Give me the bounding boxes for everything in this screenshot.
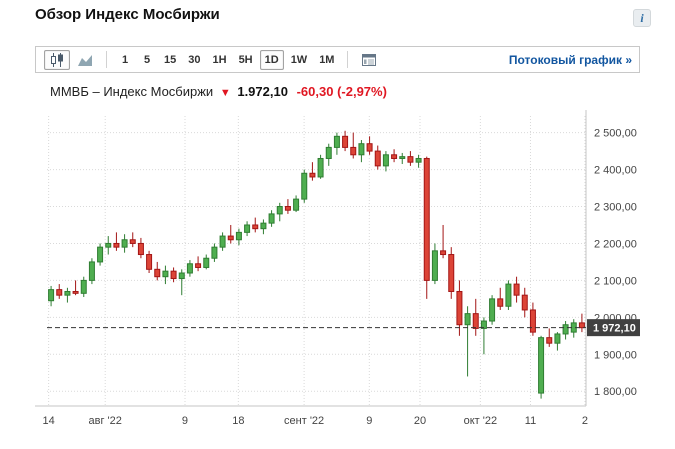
svg-text:20: 20: [414, 415, 426, 427]
price-change: -60,30 (-2,97%): [297, 84, 387, 99]
timeframe-15-button[interactable]: 15: [159, 50, 181, 70]
toolbar-divider: [347, 51, 349, 68]
svg-text:2 000,00: 2 000,00: [594, 312, 637, 324]
svg-text:авг '22: авг '22: [89, 415, 122, 427]
last-price-value: 1.972,10: [237, 84, 288, 99]
chart-toolbar: 1 5 15 30 1H 5H 1D 1W 1M Потоковый график »: [35, 46, 640, 73]
svg-text:1 972,10: 1 972,10: [593, 323, 636, 335]
axis-labels-layer: 2 500,00 2 400,00 2 300,00 2 200,00 2 100,00…: [42, 128, 636, 427]
svg-text:1 800,00: 1 800,00: [594, 386, 637, 398]
toolbar-divider: [106, 51, 107, 68]
svg-text:9: 9: [182, 415, 188, 427]
svg-text:18: 18: [232, 415, 244, 427]
svg-text:1 900,00: 1 900,00: [594, 349, 637, 361]
svg-text:2 400,00: 2 400,00: [594, 165, 637, 177]
price-chart[interactable]: 1 972,10 2 500,00 2 400,00 2 300,00 2 200,0…: [35, 102, 640, 442]
timeframe-5h-button[interactable]: 5H: [234, 50, 258, 70]
info-button[interactable]: i: [633, 9, 651, 27]
timeframe-1w-button[interactable]: 1W: [286, 50, 313, 70]
open-in-window-button[interactable]: [356, 50, 382, 70]
timeframe-1-button[interactable]: 1: [115, 50, 135, 70]
area-chart-type-button[interactable]: [72, 50, 98, 70]
price-down-arrow-icon: ▼: [219, 87, 231, 99]
candlestick-chart-type-button[interactable]: [44, 49, 70, 70]
page-title: Обзор Индекс Мосбиржи: [35, 6, 220, 23]
instrument-name: ММВБ – Индекс Мосбиржи: [50, 84, 214, 99]
area-chart-icon: [78, 54, 92, 66]
svg-text:2 300,00: 2 300,00: [594, 202, 637, 214]
timeframe-1m-button[interactable]: 1M: [314, 50, 339, 70]
timeframe-5-button[interactable]: 5: [137, 50, 157, 70]
svg-text:11: 11: [525, 415, 536, 427]
svg-text:9: 9: [366, 415, 372, 427]
change-percent: (-2,97%): [337, 84, 387, 99]
streaming-chart-link[interactable]: Потоковый график »: [508, 52, 632, 67]
timeframe-1h-button[interactable]: 1H: [208, 50, 232, 70]
grid-layer: [35, 110, 587, 407]
svg-text:14: 14: [42, 415, 54, 427]
svg-text:2 200,00: 2 200,00: [594, 238, 637, 250]
change-absolute: -60,30: [296, 84, 334, 99]
candles-layer: [48, 130, 585, 399]
timeframe-30-button[interactable]: 30: [183, 50, 205, 70]
instrument-header: ММВБ – Индекс Мосбиржи ▼ 1.972,10 -60,30…: [50, 84, 387, 99]
svg-text:2 100,00: 2 100,00: [594, 275, 637, 287]
svg-text:окт '22: окт '22: [464, 415, 497, 427]
svg-text:сент '22: сент '22: [284, 415, 324, 427]
svg-text:2 500,00: 2 500,00: [594, 128, 637, 140]
last-price-layer: 1 972,10: [47, 319, 640, 337]
timeframe-1d-button[interactable]: 1D: [259, 49, 284, 70]
candlestick-icon: [51, 52, 63, 67]
svg-text:2: 2: [582, 415, 588, 427]
open-in-window-icon: [362, 53, 377, 66]
timeframe-group: 1 5 15 30 1H 5H 1D 1W 1M: [114, 49, 340, 70]
